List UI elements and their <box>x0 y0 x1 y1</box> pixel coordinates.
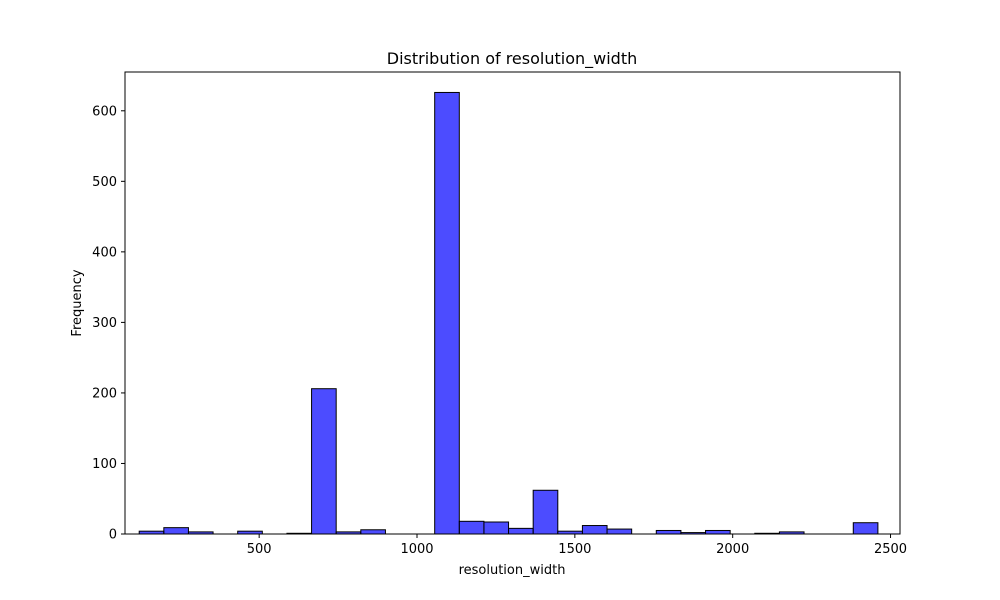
y-axis-label: Frequency <box>70 269 85 336</box>
y-tick-label: 500 <box>92 175 117 190</box>
histogram-bar <box>163 527 189 535</box>
histogram-bar <box>483 521 510 535</box>
x-tick-label: 1000 <box>400 542 433 557</box>
y-tick-label: 400 <box>92 245 117 260</box>
x-tick-label: 1500 <box>558 542 591 557</box>
y-tick-label: 600 <box>92 104 117 119</box>
histogram-bar <box>311 388 337 535</box>
y-tick-label: 200 <box>92 386 117 401</box>
plot-frame <box>124 71 901 535</box>
histogram-bar <box>508 527 534 535</box>
y-axis-ticks: 0 100 200 300 400 500 600 <box>92 104 125 543</box>
histogram-bar <box>606 528 633 535</box>
histogram-bar <box>434 91 460 535</box>
histogram-bar <box>852 522 879 535</box>
y-tick-label: 300 <box>92 316 117 331</box>
chart-title: Distribution of resolution_width <box>387 49 637 69</box>
histogram-bar <box>705 529 731 535</box>
x-tick-label: 2500 <box>874 542 907 557</box>
x-tick-label: 500 <box>247 542 272 557</box>
y-tick-label: 0 <box>109 528 117 543</box>
x-axis-ticks: 500 1000 1500 2000 2500 <box>247 534 907 557</box>
histogram-bar <box>581 525 608 535</box>
x-axis-label: resolution_width <box>459 563 566 578</box>
y-tick-label: 100 <box>92 457 117 472</box>
histogram-bar <box>458 520 485 535</box>
histogram-bar <box>360 529 386 535</box>
histogram-bar <box>532 489 559 535</box>
histogram-bar <box>655 529 682 535</box>
x-tick-label: 2000 <box>716 542 749 557</box>
